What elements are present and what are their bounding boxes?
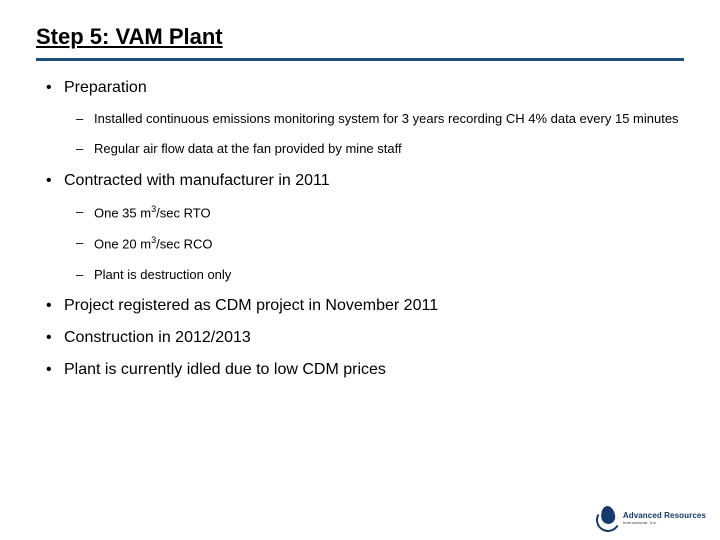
logo-drop-icon xyxy=(597,504,619,532)
sub-bullet-text: Installed continuous emissions monitorin… xyxy=(94,111,679,127)
text-pre: One 20 m xyxy=(94,236,151,251)
sub-bullets-preparation: – Installed continuous emissions monitor… xyxy=(76,111,684,158)
bullet-idled: • Plant is currently idled due to low CD… xyxy=(46,361,684,379)
text-pre: One 35 m xyxy=(94,205,151,220)
logo-text: Advanced Resources International, Inc. xyxy=(623,512,706,525)
bullet-text: Project registered as CDM project in Nov… xyxy=(64,297,438,315)
bullet-text: Contracted with manufacturer in 2011 xyxy=(64,172,330,190)
sub-bullet-airflow: – Regular air flow data at the fan provi… xyxy=(76,141,684,157)
bullet-text: Construction in 2012/2013 xyxy=(64,329,251,347)
sub-bullet-monitoring: – Installed continuous emissions monitor… xyxy=(76,111,684,127)
bullet-contracted: • Contracted with manufacturer in 2011 xyxy=(46,172,684,190)
page-title: Step 5: VAM Plant xyxy=(36,24,684,50)
bullet-dot-icon: • xyxy=(46,329,64,347)
bullet-preparation: • Preparation xyxy=(46,79,684,97)
sub-bullet-rco: – One 20 m3/sec RCO xyxy=(76,235,684,253)
company-logo: Advanced Resources International, Inc. xyxy=(597,504,706,532)
bullet-registered: • Project registered as CDM project in N… xyxy=(46,297,684,315)
bullet-construction: • Construction in 2012/2013 xyxy=(46,329,684,347)
sub-bullet-destruction: – Plant is destruction only xyxy=(76,267,684,283)
bullet-text: Preparation xyxy=(64,79,147,97)
sub-bullet-text: Plant is destruction only xyxy=(94,267,231,283)
bullet-dot-icon: • xyxy=(46,172,64,190)
text-post: /sec RCO xyxy=(156,236,212,251)
sub-bullet-text: One 35 m3/sec RTO xyxy=(94,204,211,222)
bullet-text: Plant is currently idled due to low CDM … xyxy=(64,361,386,379)
dash-icon: – xyxy=(76,204,94,220)
slide: Step 5: VAM Plant • Preparation – Instal… xyxy=(0,0,720,540)
sub-bullet-text: Regular air flow data at the fan provide… xyxy=(94,141,402,157)
logo-line-2: International, Inc. xyxy=(623,521,706,525)
bullet-dot-icon: • xyxy=(46,361,64,379)
dash-icon: – xyxy=(76,111,94,127)
bullet-dot-icon: • xyxy=(46,297,64,315)
dash-icon: – xyxy=(76,267,94,283)
sub-bullet-rto: – One 35 m3/sec RTO xyxy=(76,204,684,222)
sub-bullet-text: One 20 m3/sec RCO xyxy=(94,235,213,253)
dash-icon: – xyxy=(76,235,94,251)
logo-line-1: Advanced Resources xyxy=(623,512,706,520)
bullet-dot-icon: • xyxy=(46,79,64,97)
title-divider xyxy=(36,58,684,61)
dash-icon: – xyxy=(76,141,94,157)
sub-bullets-contracted: – One 35 m3/sec RTO – One 20 m3/sec RCO … xyxy=(76,204,684,283)
content-area: • Preparation – Installed continuous emi… xyxy=(36,79,684,379)
text-post: /sec RTO xyxy=(156,205,210,220)
